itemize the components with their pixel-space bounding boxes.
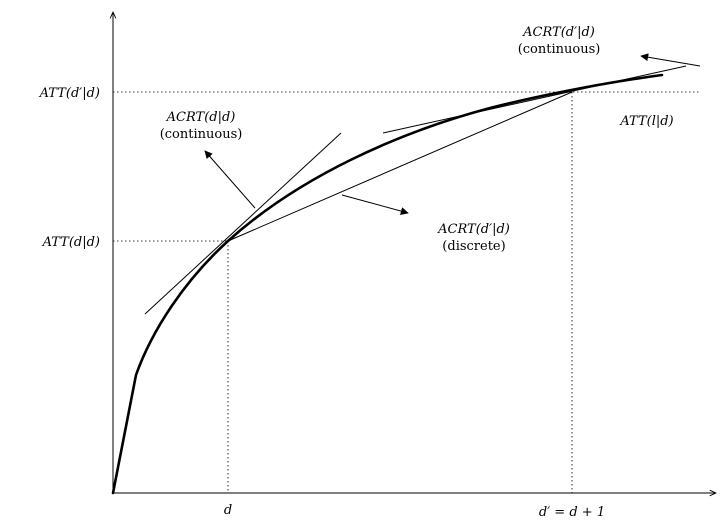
label-acrt-dprime-continuous-type: (continuous): [518, 42, 601, 57]
arrow-acrt-dd: [204, 150, 256, 209]
label-x-dprime: d′ = d + 1: [539, 505, 605, 520]
secant-line: [227, 91, 573, 242]
arrow-acrt-dprime-discrete: [341, 194, 409, 215]
att-curve: [111, 73, 664, 495]
label-acrt-dprime-discrete: ACRT(d′|d): [437, 222, 510, 237]
label-y-att-d: ATT(d|d): [42, 235, 100, 250]
label-acrt-dd-type: (continuous): [160, 127, 243, 142]
label-acrt-dd: ACRT(d|d): [166, 110, 236, 125]
label-acrt-dprime-continuous: ACRT(d′|d): [522, 25, 595, 40]
tangent-at-d: [144, 132, 342, 315]
arrow-acrt-dprime-continuous: [640, 53, 701, 67]
label-x-d: d: [224, 503, 232, 518]
label-y-att-dprime: ATT(d′|d): [39, 86, 100, 101]
label-curve: ATT(l|d): [619, 114, 673, 129]
tangent-at-dprime: [382, 65, 687, 134]
label-acrt-dprime-discrete-type: (discrete): [442, 239, 505, 254]
